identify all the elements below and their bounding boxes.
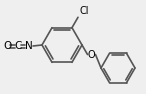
Text: O: O <box>3 41 11 51</box>
Text: N: N <box>25 41 33 51</box>
Text: O: O <box>88 50 95 60</box>
Text: Cl: Cl <box>79 6 88 16</box>
Text: C: C <box>14 41 22 51</box>
